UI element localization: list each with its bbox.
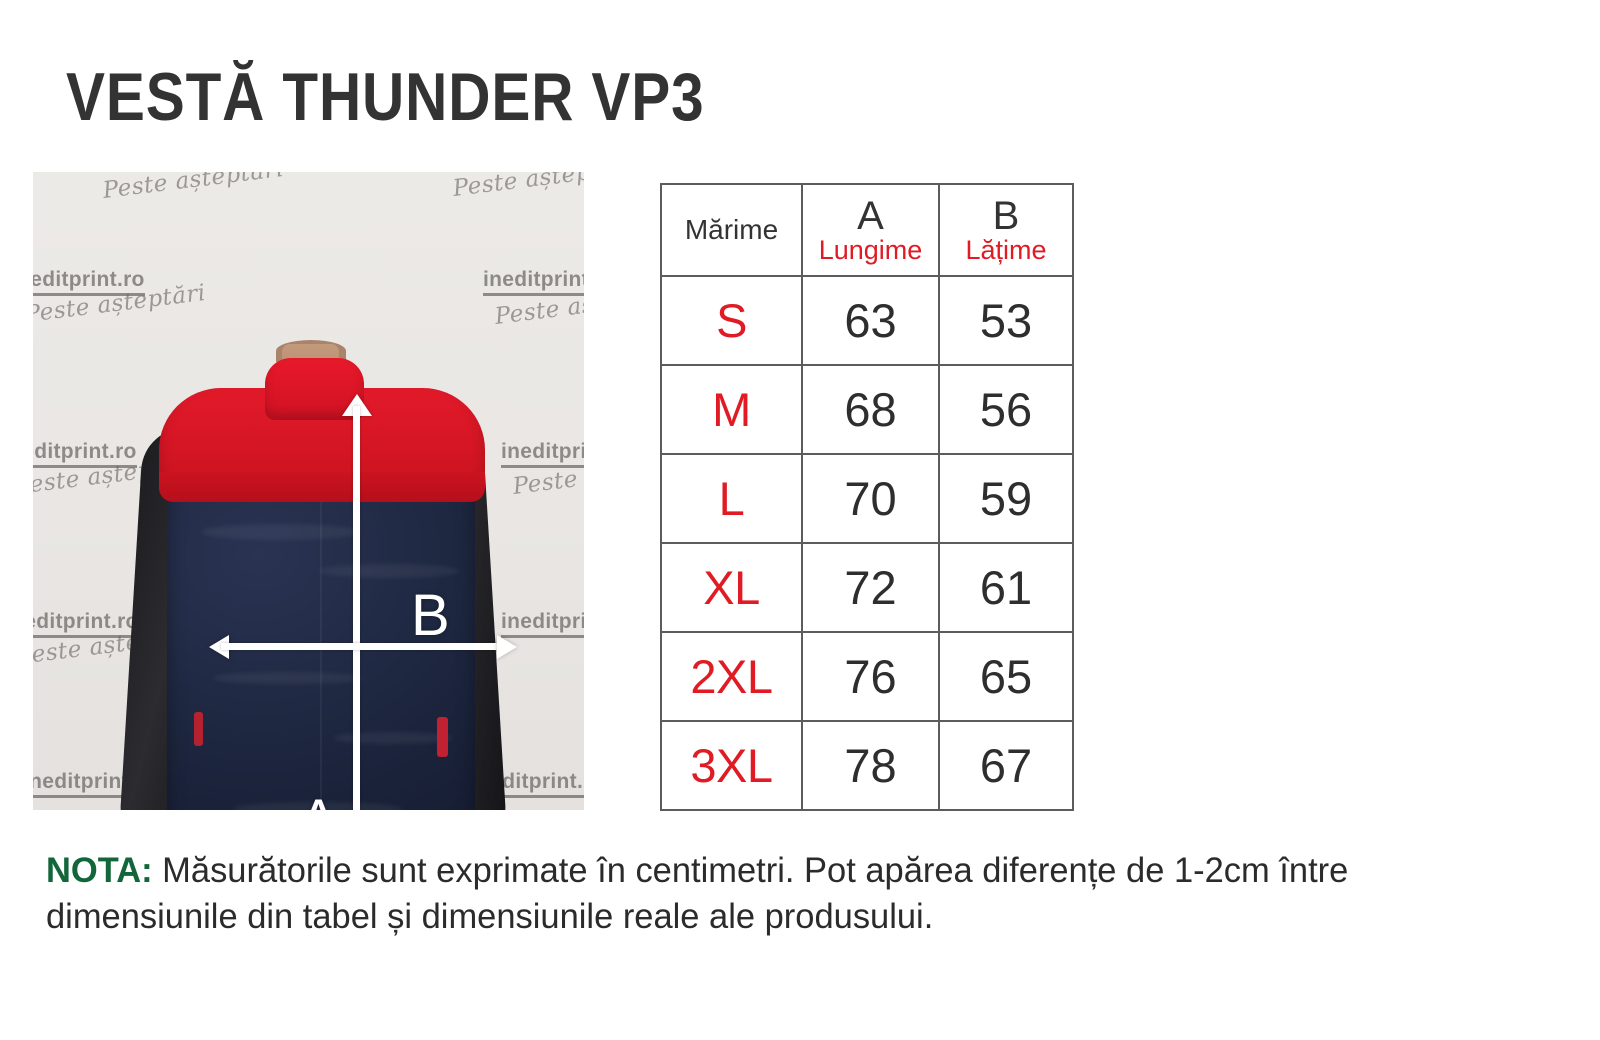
column-header-b-sub: Lățime (965, 235, 1047, 265)
cell-width: 53 (938, 275, 1074, 366)
note-label: NOTA: (46, 851, 153, 890)
table-row: S 63 53 (660, 275, 1074, 366)
cell-width: 61 (938, 542, 1074, 633)
pocket-trim-right (437, 717, 448, 757)
table-row: L 70 59 (660, 453, 1074, 544)
fabric-wrinkle (233, 802, 403, 810)
cell-size: 2XL (660, 631, 803, 722)
cell-size: S (660, 275, 803, 366)
size-chart-table: Mărime A Lungime B Lățime S 63 53 M (660, 183, 1074, 811)
table-row: XL 72 61 (660, 542, 1074, 633)
length-measure-line (353, 406, 360, 810)
cell-length: 78 (801, 720, 940, 811)
column-header-a: A Lungime (801, 183, 940, 277)
cell-size: XL (660, 542, 803, 633)
cell-size: 3XL (660, 720, 803, 811)
dimension-label-a: A (299, 792, 338, 811)
vest-seam (320, 472, 322, 810)
column-header-size-label: Mărime (684, 214, 779, 245)
arrow-up-icon (342, 394, 372, 416)
cell-size: L (660, 453, 803, 544)
fabric-wrinkle (319, 564, 459, 578)
width-measure-line (221, 643, 501, 650)
cell-length: 63 (801, 275, 940, 366)
cell-length: 68 (801, 364, 940, 455)
page-title: VESTĂ THUNDER VP3 (66, 59, 705, 135)
cell-length: 76 (801, 631, 940, 722)
column-header-b-stack: B Lățime (940, 196, 1072, 264)
product-photo: Peste așteptări Peste așteptări ineditpr… (33, 172, 584, 810)
cell-width: 67 (938, 720, 1074, 811)
column-header-size: Mărime (660, 183, 803, 277)
pocket-trim-left (194, 712, 203, 746)
column-header-a-stack: A Lungime (803, 196, 938, 264)
table-header-row: Mărime A Lungime B Lățime (660, 183, 1074, 277)
fabric-wrinkle (333, 732, 453, 744)
column-header-a-sub: Lungime (818, 235, 923, 265)
fabric-wrinkle (201, 524, 361, 540)
fabric-wrinkle (213, 672, 363, 684)
note-block: NOTA: Măsurătorile sunt exprimate în cen… (46, 848, 1524, 940)
column-header-b-letter: B (992, 194, 1020, 238)
arrow-left-icon (209, 635, 229, 659)
cell-width: 56 (938, 364, 1074, 455)
cell-length: 70 (801, 453, 940, 544)
model-figure (33, 172, 584, 810)
dimension-label-b: B (411, 583, 450, 648)
column-header-a-letter: A (857, 194, 884, 238)
table-row: 2XL 76 65 (660, 631, 1074, 722)
arrow-right-icon (497, 635, 517, 659)
cell-width: 59 (938, 453, 1074, 544)
table-row: M 68 56 (660, 364, 1074, 455)
cell-size: M (660, 364, 803, 455)
cell-width: 65 (938, 631, 1074, 722)
table-row: 3XL 78 67 (660, 720, 1074, 811)
cell-length: 72 (801, 542, 940, 633)
note-text: Măsurătorile sunt exprimate în centimetr… (46, 851, 1349, 937)
yoke-hem (159, 472, 485, 502)
column-header-b: B Lățime (938, 183, 1074, 277)
